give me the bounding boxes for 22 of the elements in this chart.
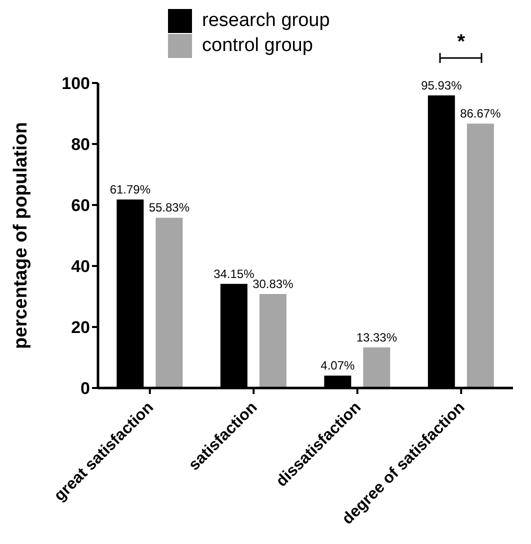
y-axis-title: percentage of population bbox=[10, 122, 32, 349]
bar bbox=[363, 347, 390, 388]
y-tick-label: 80 bbox=[71, 135, 90, 154]
data-label: 4.07% bbox=[320, 358, 356, 373]
data-label: 86.67% bbox=[460, 106, 502, 121]
bar bbox=[156, 218, 183, 388]
y-tick-label: 60 bbox=[71, 196, 90, 216]
y-tick-label: 0 bbox=[80, 379, 90, 398]
data-label: 13.33% bbox=[356, 330, 398, 344]
legend-label: control group bbox=[202, 34, 313, 56]
y-tick-label: 20 bbox=[71, 318, 90, 338]
legend-label: research group bbox=[202, 10, 330, 32]
data-label: 95.93% bbox=[421, 78, 462, 92]
data-label: 30.83% bbox=[252, 276, 294, 291]
bar bbox=[466, 124, 494, 388]
data-label: 55.83% bbox=[148, 200, 190, 215]
data-label: 34.15% bbox=[214, 266, 255, 281]
y-tick-label: 100 bbox=[62, 74, 90, 94]
data-label: 61.79% bbox=[110, 182, 151, 197]
y-tick-label: 40 bbox=[71, 257, 90, 276]
bar bbox=[259, 294, 286, 388]
text: * bbox=[457, 31, 466, 53]
